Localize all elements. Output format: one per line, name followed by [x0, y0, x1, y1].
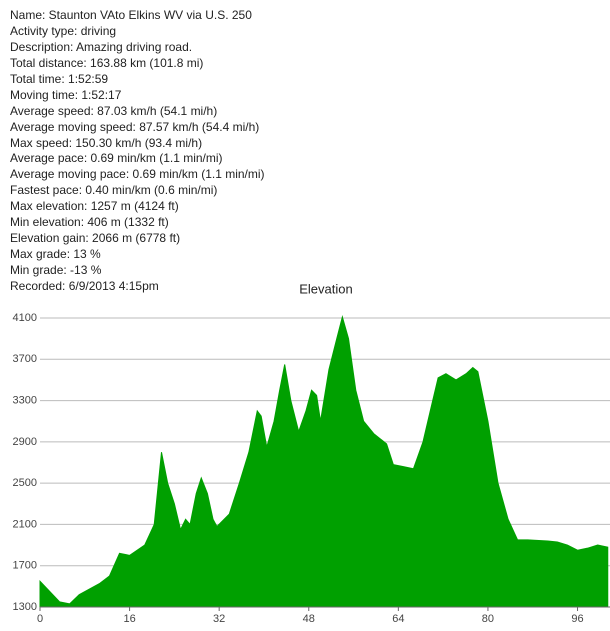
- chart-title: Elevation: [299, 281, 352, 296]
- detail-line: Average pace: 0.69 min/km (1.1 min/mi): [10, 151, 223, 166]
- x-tick-label: 0: [37, 613, 43, 625]
- detail-line: Fastest pace: 0.40 min/km (0.6 min/mi): [10, 183, 218, 198]
- y-tick-label: 3700: [13, 353, 37, 365]
- elevation-area: [39, 315, 609, 608]
- detail-line: Elevation gain: 2066 m (6778 ft): [10, 231, 181, 246]
- detail-line: Description: Amazing driving road.: [10, 39, 193, 54]
- detail-line: Activity type: driving: [10, 23, 117, 38]
- detail-line: Name: Staunton VAto Elkins WV via U.S. 2…: [10, 8, 252, 22]
- y-tick-label: 3300: [13, 394, 37, 406]
- y-tick-label: 2900: [13, 436, 37, 448]
- x-tick-label: 48: [303, 613, 315, 625]
- x-tick-label: 16: [123, 613, 135, 625]
- y-tick-label: 2500: [13, 477, 37, 489]
- detail-line: Average speed: 87.03 km/h (54.1 mi/h): [10, 103, 218, 118]
- detail-line: Recorded: 6/9/2013 4:15pm: [10, 278, 159, 293]
- y-tick-label: 2100: [13, 518, 37, 530]
- detail-line: Total time: 1:52:59: [10, 71, 109, 86]
- detail-line: Max elevation: 1257 m (4124 ft): [10, 199, 179, 214]
- y-tick-label: 4100: [13, 312, 37, 324]
- detail-line: Average moving speed: 87.57 km/h (54.4 m…: [10, 119, 260, 134]
- x-tick-label: 80: [482, 613, 494, 625]
- y-tick-label: 1700: [13, 560, 37, 572]
- detail-line: Max grade: 13 %: [10, 247, 101, 262]
- y-tick-label: 1300: [13, 601, 37, 613]
- detail-line: Average moving pace: 0.69 min/km (1.1 mi…: [10, 167, 265, 182]
- detail-line: Max speed: 150.30 km/h (93.4 mi/h): [10, 135, 203, 150]
- x-tick-label: 64: [392, 613, 404, 625]
- x-tick-label: 32: [213, 613, 225, 625]
- detail-line: Min elevation: 406 m (1332 ft): [10, 215, 169, 230]
- detail-line: Min grade: -13 %: [10, 263, 102, 277]
- detail-line: Total distance: 163.88 km (101.8 mi): [10, 55, 204, 70]
- x-tick-label: 96: [571, 613, 583, 625]
- activity-details: Name: Staunton VAto Elkins WV via U.S. 2…: [10, 8, 265, 295]
- detail-line: Moving time: 1:52:17: [10, 87, 122, 102]
